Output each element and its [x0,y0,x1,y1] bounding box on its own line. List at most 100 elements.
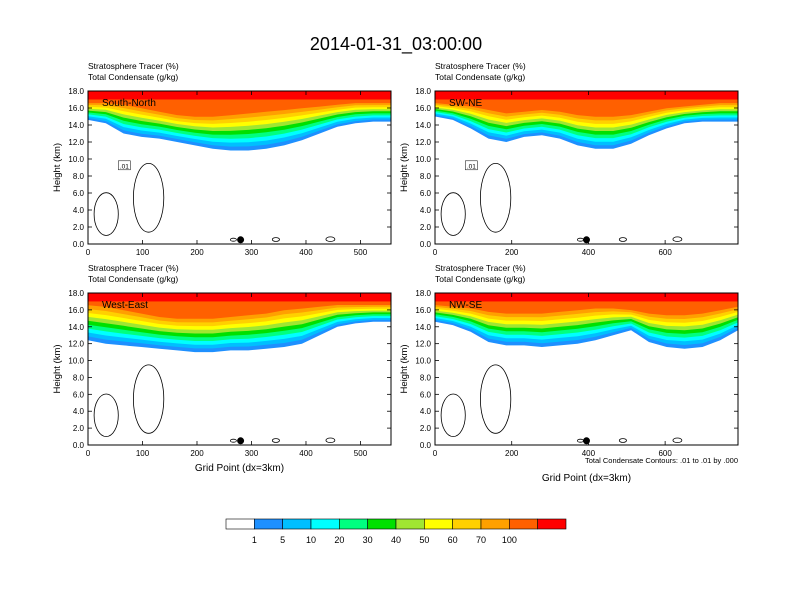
condensate-contour [271,438,280,443]
x-tick-label: 300 [245,248,259,257]
condensate-contour [133,364,165,434]
y-tick-label: 18.0 [68,87,84,96]
panel-label: West-East [102,300,148,311]
tracer-band-top [88,91,391,100]
x-tick-label: 300 [245,449,259,458]
colorbar-swatch [339,518,368,530]
y-tick-label: 14.0 [68,121,84,130]
y-tick-label: 14.0 [415,121,431,130]
x-tick-label: 600 [658,449,672,458]
condensate-contour [672,236,683,242]
colorbar-swatch [424,518,453,530]
contour-label: .01 [120,163,129,170]
colorbar-label: 5 [280,535,285,545]
colorbar: 1 5 10 20 30 40 50 60 70 100 [225,518,567,545]
panel-nw-se: Stratosphere Tracer (%)Total Condensate … [399,263,739,484]
y-tick-label: 8.0 [420,373,432,382]
panel-header-condensate: Total Condensate (g/kg) [435,72,525,82]
y-tick-label: 2.0 [73,424,85,433]
y-tick-label: 6.0 [420,390,432,399]
colorbar-label: 1 [252,535,257,545]
y-tick-label: 14.0 [68,323,84,332]
colorbar-swatch [225,518,255,530]
y-tick-label: 10.0 [415,155,431,164]
y-tick-label: 8.0 [73,373,85,382]
location-marker [237,236,245,244]
y-tick-label: 16.0 [415,104,431,113]
x-tick-label: 0 [86,449,91,458]
y-tick-label: 0.0 [420,240,432,249]
y-tick-label: 16.0 [68,104,84,113]
tracer-band-top [435,91,738,100]
location-marker [583,437,590,445]
y-tick-label: 6.0 [73,390,85,399]
contour-note: Total Condensate Contours: .01 to .01 by… [585,456,738,465]
panel-frame [434,90,739,245]
y-axis-label: Height (km) [399,344,410,393]
panel-plot-area: West-East [88,293,391,443]
x-tick-label: 400 [299,449,313,458]
y-tick-label: 6.0 [73,189,85,198]
condensate-contours [93,364,336,443]
location-marker [237,437,245,445]
condensate-contour [271,237,280,242]
y-tick-label: 12.0 [68,340,84,349]
figure-title: 2014-01-31_03:00:00 [310,34,482,55]
condensate-contour [577,237,584,242]
panel-header-condensate: Total Condensate (g/kg) [435,274,525,284]
y-tick-label: 2.0 [420,223,432,232]
condensate-contour [93,192,119,236]
x-tick-label: 100 [136,248,150,257]
y-tick-label: 10.0 [68,357,84,366]
y-tick-label: 4.0 [73,206,85,215]
x-tick-label: 200 [505,449,519,458]
y-tick-label: 4.0 [420,206,432,215]
x-tick-label: 100 [136,449,150,458]
y-tick-label: 16.0 [68,306,84,315]
x-tick-label: 400 [582,449,596,458]
tracer-band-top [88,293,391,302]
y-axis-label: Height (km) [52,143,63,192]
condensate-contour [479,162,512,233]
y-tick-label: 4.0 [73,407,85,416]
colorbar-swatch [367,518,397,530]
y-tick-label: 16.0 [415,306,431,315]
location-marker [583,236,590,244]
x-tick-label: 200 [190,449,204,458]
y-tick-label: 12.0 [68,138,84,147]
condensate-contour [229,237,237,242]
x-tick-label: 400 [582,248,596,257]
x-tick-label: 0 [86,248,91,257]
tracer-band-top [435,293,738,302]
panel-header-condensate: Total Condensate (g/kg) [88,72,178,82]
panel-frame [87,292,392,446]
y-tick-label: 2.0 [420,424,432,433]
y-tick-label: 18.0 [415,289,431,298]
y-tick-label: 8.0 [420,172,432,181]
y-tick-label: 8.0 [73,172,85,181]
colorbar-label: 50 [419,535,429,545]
colorbar-swatch [254,518,283,530]
x-axis-label: Grid Point (dx=3km) [542,473,631,484]
y-tick-label: 10.0 [415,357,431,366]
panel-header-condensate: Total Condensate (g/kg) [88,274,178,284]
x-tick-label: 600 [658,248,672,257]
x-tick-label: 500 [354,248,368,257]
condensate-contour [618,237,627,242]
contour-label-box [465,160,478,171]
colorbar-swatch [282,518,312,530]
y-axis-label: Height (km) [52,344,63,393]
panel-plot-area: NW-SE [435,293,738,443]
y-tick-label: 4.0 [420,407,432,416]
y-tick-label: 2.0 [73,223,85,232]
y-tick-label: 14.0 [415,323,431,332]
condensate-contour [325,437,336,443]
condensate-contours [440,364,683,443]
colorbar-swatch [480,518,510,530]
x-tick-label: 500 [354,449,368,458]
panel-frame [87,90,392,245]
panel-plot-area: .01 SW-NE [435,91,738,242]
condensate-contour [479,364,512,434]
y-axis-label: Height (km) [399,143,410,192]
